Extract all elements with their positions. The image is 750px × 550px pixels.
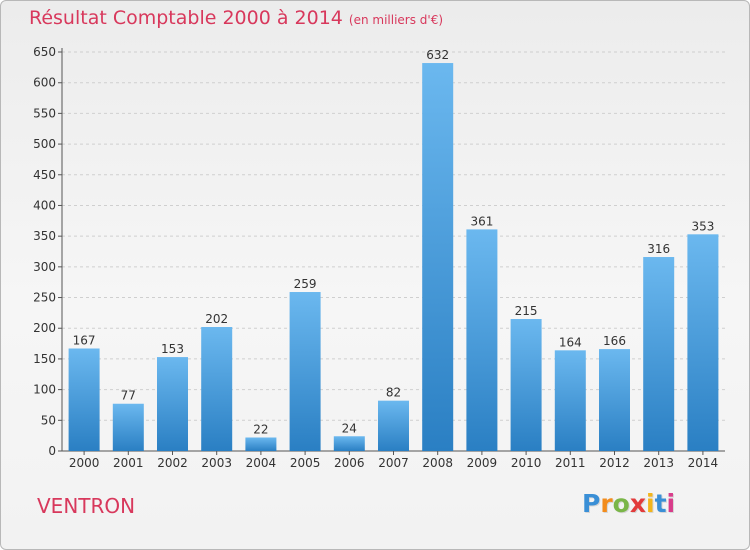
- bar-2004: [245, 437, 277, 451]
- bar-2003: [201, 327, 233, 451]
- value-label-2000: 167: [73, 333, 96, 347]
- x-tick-label-2006: 2006: [334, 456, 365, 470]
- y-tick-label: 0: [48, 444, 56, 458]
- y-tick-label: 300: [33, 260, 56, 274]
- y-tick-label: 600: [33, 76, 56, 90]
- x-tick-label-2012: 2012: [599, 456, 630, 470]
- logo-letter: r: [600, 489, 613, 518]
- logo-letter: x: [629, 489, 646, 518]
- logo-letter: P: [582, 489, 601, 518]
- value-label-2003: 202: [205, 312, 228, 326]
- town-name: VENTRON: [37, 494, 136, 518]
- bar-2002: [157, 357, 188, 451]
- x-tick-label-2013: 2013: [643, 456, 674, 470]
- x-tick-label-2004: 2004: [246, 456, 277, 470]
- x-tick-label-2002: 2002: [157, 456, 188, 470]
- y-tick-label: 250: [33, 291, 56, 305]
- y-tick-label: 500: [33, 137, 56, 151]
- y-tick-label: 450: [33, 168, 56, 182]
- value-label-2007: 82: [386, 386, 401, 400]
- bar-2006: [333, 436, 365, 451]
- bar-2012: [599, 349, 630, 451]
- bar-2013: [643, 257, 675, 451]
- y-tick-label: 100: [33, 383, 56, 397]
- value-label-2006: 24: [342, 421, 357, 435]
- x-tick-label-2007: 2007: [378, 456, 409, 470]
- x-tick-label-2003: 2003: [201, 456, 232, 470]
- logo-letter: i: [666, 489, 676, 518]
- value-label-2013: 316: [647, 242, 670, 256]
- x-tick-label-2001: 2001: [113, 456, 144, 470]
- value-label-2014: 353: [691, 219, 714, 233]
- value-label-2012: 166: [603, 334, 626, 348]
- y-tick-label: 350: [33, 229, 56, 243]
- y-tick-label: 550: [33, 106, 56, 120]
- y-tick-label: 50: [41, 413, 56, 427]
- y-tick-label: 150: [33, 352, 56, 366]
- chart-title: Résultat Comptable 2000 à 2014 (en millie…: [29, 7, 443, 29]
- value-label-2011: 164: [559, 335, 582, 349]
- value-label-2009: 361: [470, 214, 493, 228]
- logo-letter: o: [612, 489, 630, 518]
- x-tick-label-2008: 2008: [422, 456, 453, 470]
- bar-2000: [68, 348, 100, 451]
- chart-subtitle: (en milliers d'€): [348, 13, 444, 27]
- chart-title-text: Résultat Comptable 2000 à 2014: [29, 7, 343, 29]
- bar-2014: [687, 234, 719, 451]
- bar-2008: [422, 63, 454, 452]
- proxiti-logo: Proxiti: [582, 489, 675, 518]
- bar-2007: [378, 400, 409, 451]
- logo-letter: i: [646, 489, 655, 518]
- x-tick-label-2005: 2005: [290, 456, 321, 470]
- logo-letter: t: [654, 489, 667, 518]
- x-tick-label-2000: 2000: [69, 456, 100, 470]
- y-tick-label: 200: [33, 321, 56, 335]
- x-tick-label-2014: 2014: [688, 456, 719, 470]
- value-label-2002: 153: [161, 342, 184, 356]
- bar-2011: [554, 350, 586, 451]
- bar-2010: [510, 319, 542, 451]
- value-label-2008: 632: [426, 48, 449, 62]
- y-tick-label: 650: [33, 45, 56, 59]
- x-tick-label-2011: 2011: [555, 456, 586, 470]
- x-tick-label-2009: 2009: [467, 456, 498, 470]
- value-label-2004: 22: [253, 422, 268, 436]
- bar-2001: [112, 403, 144, 451]
- x-tick-label-2010: 2010: [511, 456, 542, 470]
- value-label-2001: 77: [121, 389, 136, 403]
- value-label-2010: 215: [515, 304, 538, 318]
- bar-2009: [466, 229, 498, 451]
- value-label-2005: 259: [294, 277, 317, 291]
- bar-2005: [289, 292, 321, 451]
- y-tick-label: 400: [33, 198, 56, 212]
